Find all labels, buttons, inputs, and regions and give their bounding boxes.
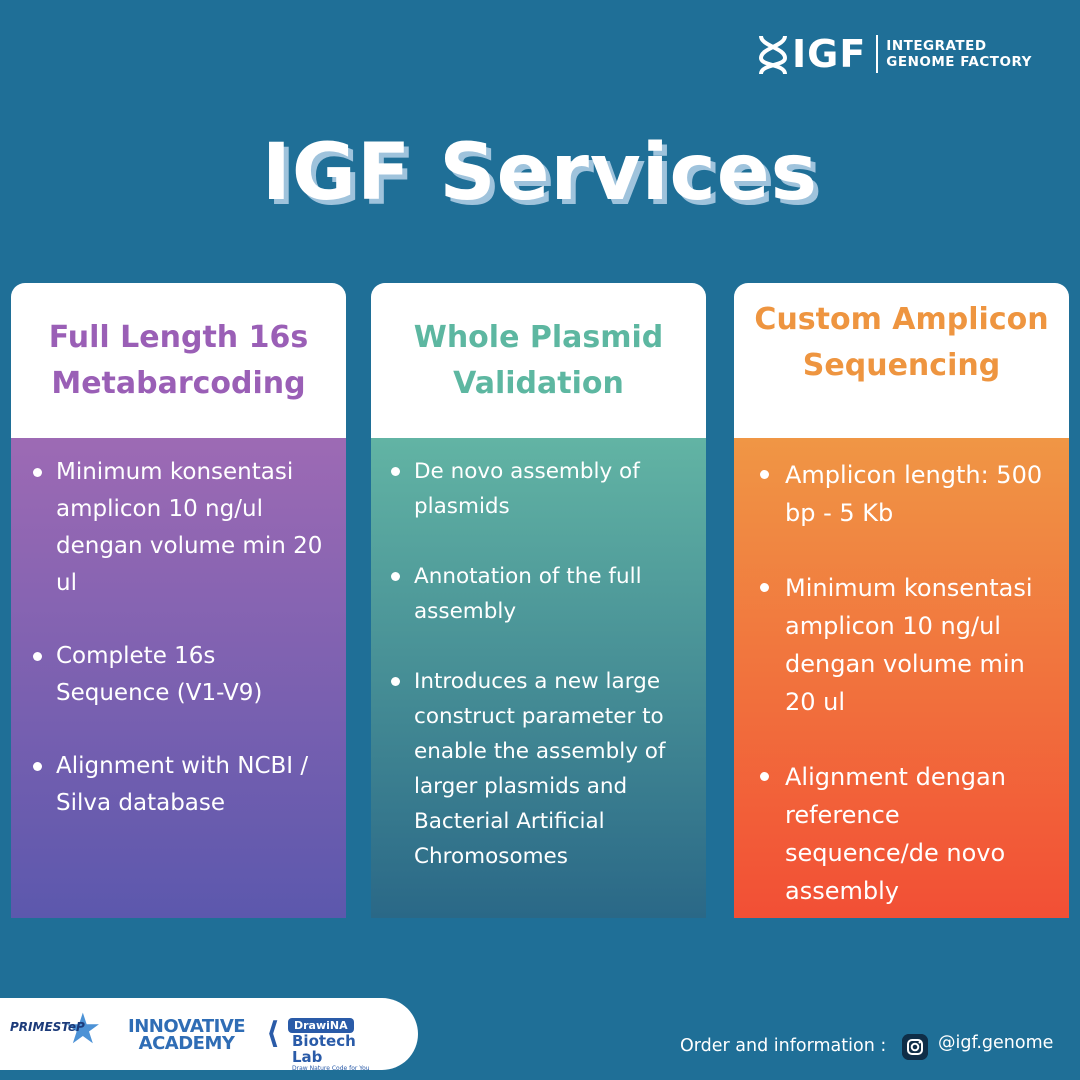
feature-item: Minimum konsentasi amplicon 10 ng/ul den… — [33, 454, 334, 602]
academy-text: ACADEMY — [138, 1033, 235, 1054]
innovative-academy-logo: INNOVATIVE ACADEMY — [128, 1016, 246, 1054]
feature-list: Amplicon length: 500 bp - 5 Kb Minimum k… — [760, 456, 1057, 910]
logo-divider — [876, 35, 879, 73]
drawina-badge: DrawiNA — [288, 1018, 354, 1033]
service-card-amplicon: Custom Amplicon Sequencing Amplicon leng… — [734, 283, 1069, 918]
feature-list: De novo assembly of plasmids Annotation … — [391, 454, 694, 874]
drawina-logo: ⟨ DrawiNA Biotech Lab Draw Nature Code f… — [266, 1014, 386, 1072]
drawina-tagline: Draw Nature Code for You — [292, 1065, 370, 1072]
page-title: IGF Services — [261, 128, 819, 218]
card-header: Whole Plasmid Validation — [371, 283, 706, 438]
primestep-text: PRIMESTeP — [10, 1020, 85, 1034]
logo-subtitle-line1: INTEGRATED — [886, 38, 987, 54]
service-card-16s: Full Length 16s Metabarcoding Minimum ko… — [11, 283, 346, 918]
feature-item: Introduces a new large construct paramet… — [391, 664, 694, 874]
brand-logo: IGF INTEGRATED GENOME FACTORY — [758, 32, 1032, 76]
feature-item: Alignment with NCBI / Silva database — [33, 748, 334, 822]
feature-item: Amplicon length: 500 bp - 5 Kb — [760, 456, 1057, 532]
logo-subtitle-line2: GENOME FACTORY — [886, 54, 1032, 70]
card-title: Whole Plasmid Validation — [413, 319, 664, 401]
partner-logos: ★ PRIMESTeP INNOVATIVE ACADEMY ⟨ DrawiNA… — [0, 998, 418, 1072]
dna-icon — [758, 35, 788, 75]
service-card-plasmid: Whole Plasmid Validation De novo assembl… — [371, 283, 706, 918]
card-body: De novo assembly of plasmids Annotation … — [371, 438, 706, 918]
helix-icon: ⟨ — [266, 1016, 280, 1051]
logo-subtitle: INTEGRATED GENOME FACTORY — [886, 38, 1032, 70]
card-body: Minimum konsentasi amplicon 10 ng/ul den… — [11, 438, 346, 918]
feature-item: Complete 16s Sequence (V1-V9) — [33, 638, 334, 712]
feature-item: Minimum konsentasi amplicon 10 ng/ul den… — [760, 569, 1057, 721]
primestep-logo: ★ PRIMESTeP — [10, 1004, 102, 1053]
feature-list: Minimum konsentasi amplicon 10 ng/ul den… — [33, 454, 334, 822]
biotech-lab-text: Biotech Lab — [292, 1032, 356, 1066]
star-icon: ★ — [64, 1004, 102, 1053]
card-header: Custom Amplicon Sequencing — [734, 283, 1069, 438]
card-title: Custom Amplicon Sequencing — [754, 302, 1049, 383]
card-header: Full Length 16s Metabarcoding — [11, 283, 346, 438]
feature-item: Alignment dengan reference sequence/de n… — [760, 758, 1057, 910]
card-title: Full Length 16s Metabarcoding — [48, 319, 309, 401]
feature-item: De novo assembly of plasmids — [391, 454, 694, 524]
instagram-handle-link[interactable]: @igf.genome — [938, 1033, 1054, 1053]
instagram-icon[interactable] — [902, 1034, 928, 1060]
card-body: Amplicon length: 500 bp - 5 Kb Minimum k… — [734, 438, 1069, 918]
logo-text: IGF — [792, 32, 867, 76]
feature-item: Annotation of the full assembly — [391, 559, 694, 629]
order-label: Order and information : — [680, 1036, 887, 1056]
innovative-text: INNOVATIVE — [128, 1016, 246, 1037]
